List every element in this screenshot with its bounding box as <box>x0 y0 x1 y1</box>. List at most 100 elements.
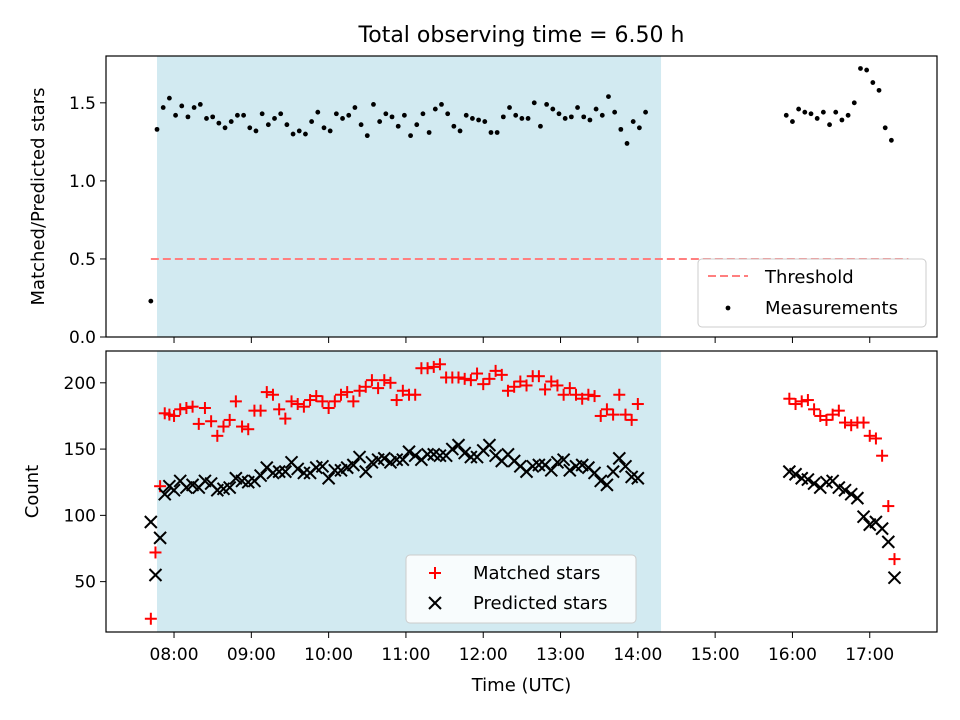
matched-star-point <box>783 392 796 405</box>
matched-star-point <box>588 390 601 403</box>
matched-star-point <box>876 449 889 462</box>
measurement-point <box>783 112 789 118</box>
measurement-point <box>346 112 352 118</box>
matched-star-point <box>353 384 366 397</box>
measurement-point <box>568 114 574 120</box>
matched-star-point <box>242 423 255 436</box>
matched-star-point <box>557 388 570 401</box>
predicted-star-point <box>359 464 373 479</box>
measurement-point <box>882 125 888 131</box>
measurement-point <box>796 106 802 112</box>
matched-star-point <box>174 403 187 416</box>
measurement-point <box>864 67 870 73</box>
measurement-point <box>463 112 469 118</box>
measurement-point <box>216 120 222 126</box>
predicted-star-point <box>315 459 330 474</box>
matched-star-point <box>619 408 632 421</box>
bottom-x-ticks: 08:00 09:00 10:00 11:00 12:00 13:00 14:00 15:00… <box>150 632 894 665</box>
matched-star-point <box>310 390 323 403</box>
matched-star-point <box>192 417 205 430</box>
top-shaded-interval <box>157 56 662 337</box>
matched-star-point <box>384 376 397 389</box>
predicted-star-point <box>457 446 472 460</box>
measurement-point <box>808 111 814 117</box>
measurement-point <box>858 66 863 71</box>
figure-title: Total observing time = 6.50 h <box>358 23 685 48</box>
matched-star-point <box>477 378 490 391</box>
matched-star-point <box>808 403 821 416</box>
matched-star-point <box>814 409 827 422</box>
matched-star-point <box>452 371 465 384</box>
measurement-point <box>593 106 599 112</box>
predicted-star-point <box>328 463 342 477</box>
predicted-star-point <box>856 509 871 524</box>
measurement-point <box>160 105 166 110</box>
measurement-point <box>401 112 407 118</box>
measurement-point <box>247 125 253 131</box>
measurement-point <box>482 119 488 124</box>
x-tick-label: 17:00 <box>845 645 894 665</box>
matched-star-point <box>801 394 814 407</box>
predicted-star-point <box>881 535 896 549</box>
predicted-star-point <box>297 466 311 480</box>
measurement-point <box>303 131 308 137</box>
matched-star-point <box>613 388 626 401</box>
x-tick-label: 16:00 <box>768 645 817 665</box>
predicted-star-point <box>850 491 865 505</box>
measurement-point <box>191 105 197 110</box>
measurement-point <box>507 105 512 110</box>
measurement-point <box>870 80 876 85</box>
matched-star-point <box>857 416 870 429</box>
measurement-point <box>426 130 432 135</box>
top-legend: Threshold Measurements <box>697 258 927 328</box>
measurement-point <box>333 111 339 117</box>
predicted-star-point <box>618 459 633 474</box>
predicted-legend-label: Predicted stars <box>473 593 607 614</box>
matched-star-point <box>322 401 335 414</box>
measurement-point <box>820 109 826 115</box>
x-tick-label: 08:00 <box>150 645 199 665</box>
matched-star-point <box>390 394 403 407</box>
measurement-point <box>222 125 228 131</box>
measurement-point <box>259 111 265 117</box>
measurement-point <box>445 111 451 117</box>
matched-star-point <box>863 429 876 442</box>
matched-star-point <box>433 358 446 371</box>
predicted-star-point <box>291 462 305 476</box>
x-tick-label: 09:00 <box>227 645 276 665</box>
predicted-star-point <box>587 466 602 480</box>
matched-star-point <box>545 375 558 388</box>
measurement-point <box>550 106 556 112</box>
matched-star-point <box>458 372 471 385</box>
measurement-point <box>562 116 568 121</box>
measurement-point <box>581 114 587 120</box>
matched-star-point <box>328 395 341 408</box>
measurement-point <box>173 112 178 118</box>
bottom-legend: Matched stars Predicted stars <box>405 554 637 624</box>
measurement-point <box>315 109 321 115</box>
matched-star-point <box>501 384 514 397</box>
matched-legend-swatch <box>429 567 441 579</box>
bottom-y-tick-label: 150 <box>64 440 96 460</box>
measurement-point <box>457 128 463 134</box>
matched-star-point <box>279 412 292 425</box>
matched-star-point <box>631 398 644 411</box>
measurement-point <box>265 122 271 128</box>
measurements-legend-swatch <box>725 305 731 311</box>
measurement-point <box>833 109 839 115</box>
predicted-star-point <box>158 487 172 501</box>
measurement-point <box>839 117 845 123</box>
predicted-star-point <box>464 450 478 464</box>
matched-star-point <box>409 388 422 401</box>
predicted-star-point <box>451 438 466 452</box>
measurement-point <box>395 123 401 129</box>
matched-star-point <box>297 400 310 413</box>
measurement-point <box>538 123 543 129</box>
predicted-star-point <box>396 452 410 467</box>
measurement-point <box>321 125 327 131</box>
measurement-point <box>612 109 618 115</box>
matched-star-point <box>789 398 802 411</box>
measurement-point <box>148 298 154 304</box>
top-y-ticks: 0.0 0.5 1.0 1.5 <box>69 94 106 348</box>
predicted-star-point <box>838 483 852 497</box>
